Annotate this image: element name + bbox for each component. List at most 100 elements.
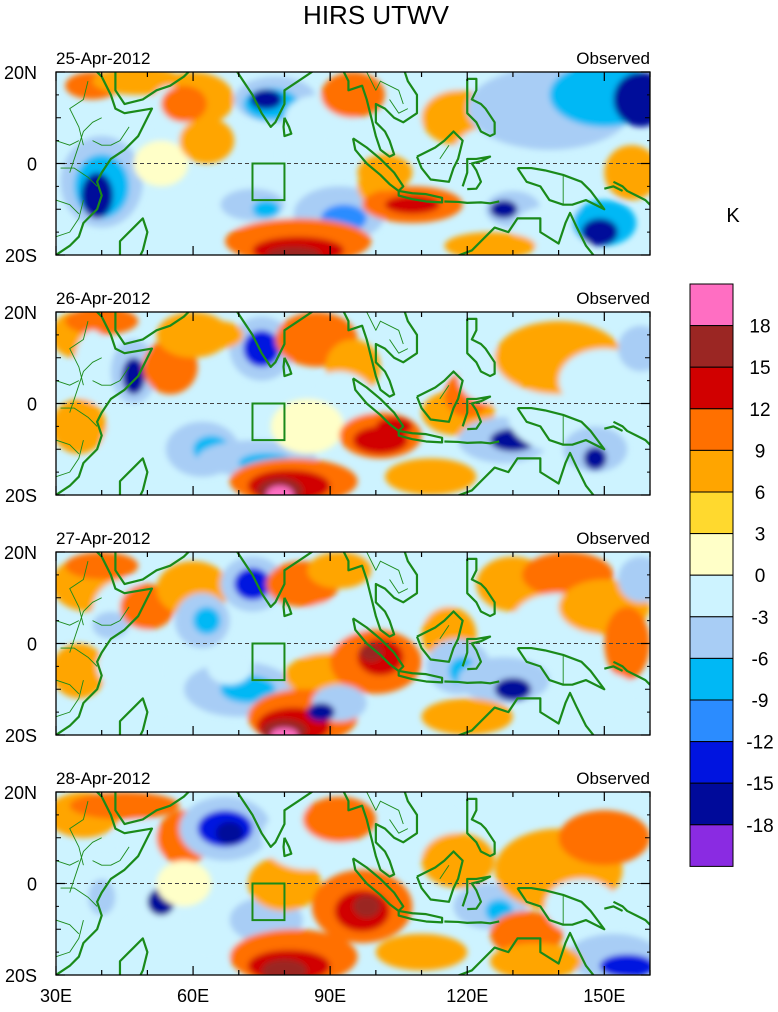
country-border: [60, 887, 98, 907]
anomaly-contour: [65, 312, 139, 335]
anomaly-contour: [581, 218, 619, 246]
coastline: [604, 905, 624, 912]
colorbar-swatch: [689, 782, 734, 826]
country-border: [69, 117, 102, 173]
coastline: [415, 370, 464, 423]
anomaly-field: [56, 792, 650, 975]
country-border: [56, 199, 84, 238]
anomaly-contour: [544, 878, 619, 934]
country-border: [389, 819, 409, 834]
colorbar-swatch: [689, 824, 734, 867]
anomaly-contour: [65, 552, 139, 580]
coastline: [516, 646, 606, 691]
coastline: [444, 440, 500, 445]
anomaly-contour: [613, 72, 650, 127]
coastline: [466, 317, 496, 378]
colorbar-label: -12: [746, 733, 773, 754]
colorbar-label: -15: [746, 774, 773, 795]
country-border: [366, 72, 404, 105]
coastline: [456, 451, 595, 495]
anomaly-contour: [261, 958, 308, 975]
panel-observed-label: Observed: [576, 289, 650, 308]
anomaly-contour: [161, 85, 207, 123]
anomaly-contour: [490, 200, 518, 219]
country-border: [69, 837, 102, 893]
y-tick-label: 20S: [5, 966, 37, 986]
coastline: [467, 289, 474, 303]
coastline: [342, 312, 419, 398]
x-tick-label: 60E: [177, 986, 209, 1006]
anomaly-contour: [234, 568, 271, 601]
colorbar-label: -3: [752, 608, 769, 629]
region-box: [251, 642, 286, 682]
region-box: [251, 162, 286, 202]
coastline: [397, 669, 444, 684]
colorbar-label: -18: [746, 816, 773, 837]
country-border: [92, 846, 130, 866]
colorbar-swatch: [689, 616, 734, 659]
anomaly-contour: [302, 796, 376, 843]
colorbar-swatch: [689, 574, 734, 618]
country-border: [389, 339, 409, 354]
colorbar-label: 9: [755, 441, 766, 462]
coastline: [456, 931, 595, 975]
anomaly-contour: [618, 325, 650, 372]
coastline: [282, 357, 293, 378]
anomaly-contour: [583, 446, 607, 470]
y-tick-label: 20N: [4, 303, 37, 323]
coastline: [444, 920, 500, 925]
anomaly-contour: [384, 195, 440, 214]
coastline: [612, 660, 650, 686]
anomaly-field: [56, 49, 650, 255]
colorbar-label: 15: [749, 358, 770, 379]
colorbar-label: 0: [755, 566, 766, 587]
anomaly-contour: [179, 117, 235, 164]
colorbar: 18 15 12 9 6 3 0 -3 -6 -9 -12 -15 -18: [689, 283, 774, 867]
colorbar-swatch: [689, 741, 734, 784]
coastline: [466, 797, 496, 858]
coastline: [461, 155, 492, 191]
x-tick-label: 30E: [40, 986, 72, 1006]
anomaly-contour: [69, 792, 180, 820]
anomaly-contour: [384, 556, 459, 621]
country-border: [56, 679, 84, 718]
coastline: [444, 680, 500, 685]
y-tick-label: 0: [27, 395, 37, 415]
coastline: [604, 665, 624, 672]
coastline: [461, 635, 492, 671]
region-box: [251, 402, 286, 442]
map-panel: 25-Apr-2012 Observed 20N 0 20S: [4, 49, 651, 266]
country-border: [92, 126, 130, 146]
anomaly-contour: [252, 200, 280, 219]
country-border: [439, 384, 450, 400]
coastline: [397, 429, 444, 444]
country-border: [69, 81, 89, 146]
coastline: [342, 552, 419, 638]
coastline: [282, 117, 293, 138]
coastline: [516, 166, 606, 211]
coastline: [56, 552, 154, 735]
anomaly-field: [56, 529, 650, 735]
anomaly-contour: [110, 819, 166, 875]
coastline: [612, 900, 650, 926]
colorbar-swatch: [689, 283, 734, 327]
coastline: [235, 792, 314, 849]
coastline: [56, 792, 154, 975]
anomaly-contour: [599, 954, 650, 975]
coastline: [415, 610, 464, 663]
coastline: [444, 200, 500, 205]
panel-date: 27-Apr-2012: [56, 529, 151, 548]
coastline: [456, 691, 595, 735]
coastline: [235, 312, 314, 368]
anomaly-contour: [270, 398, 344, 454]
panel-date: 25-Apr-2012: [56, 49, 151, 68]
country-border: [339, 72, 340, 73]
country-border: [439, 864, 450, 880]
coastline: [467, 49, 474, 63]
coastline: [467, 529, 474, 543]
anomaly-contour: [604, 145, 650, 201]
anomaly-contour: [357, 154, 413, 191]
coastline: [114, 792, 191, 826]
